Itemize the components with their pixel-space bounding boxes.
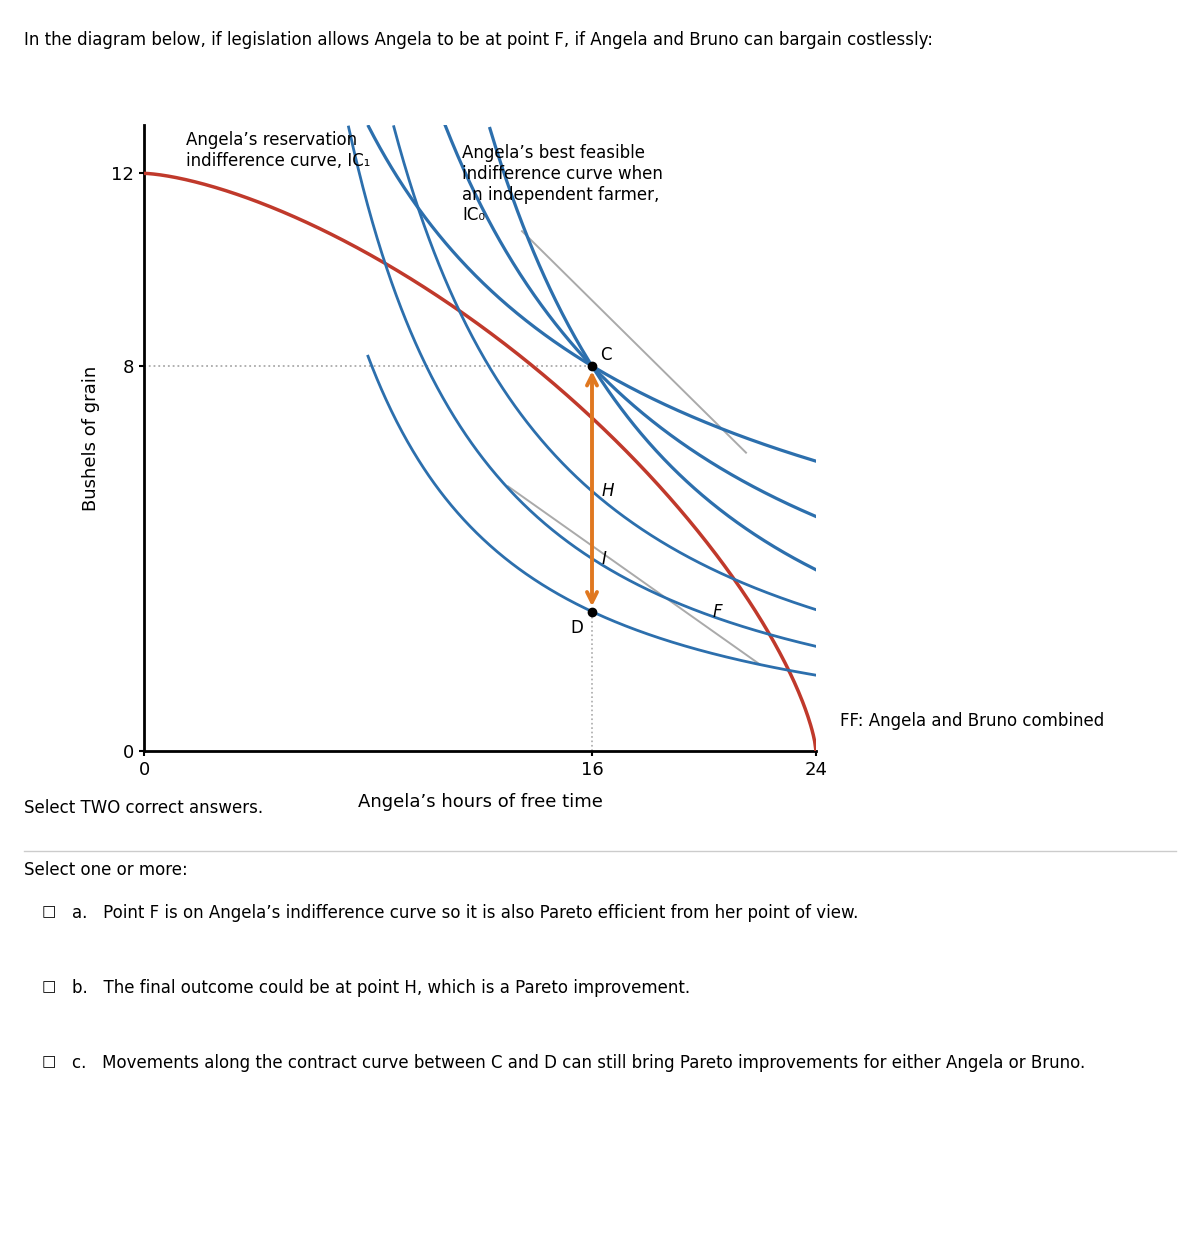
Text: □: □ — [42, 979, 56, 994]
Text: b.   The final outcome could be at point H, which is a Pareto improvement.: b. The final outcome could be at point H… — [72, 979, 690, 997]
Text: Select one or more:: Select one or more: — [24, 861, 187, 879]
Text: H: H — [602, 482, 614, 500]
Text: I: I — [602, 550, 607, 567]
Text: F: F — [713, 602, 722, 621]
Text: c.   Movements along the contract curve between C and D can still bring Pareto i: c. Movements along the contract curve be… — [72, 1054, 1085, 1072]
Text: C: C — [600, 346, 612, 363]
Y-axis label: Bushels of grain: Bushels of grain — [83, 366, 101, 511]
Text: Angela’s best feasible
indifference curve when
an independent farmer,
IC₀: Angela’s best feasible indifference curv… — [462, 144, 662, 224]
Text: □: □ — [42, 904, 56, 919]
X-axis label: Angela’s hours of free time: Angela’s hours of free time — [358, 793, 602, 811]
Text: FF: Angela and Bruno combined: FF: Angela and Bruno combined — [840, 712, 1104, 730]
Text: □: □ — [42, 1054, 56, 1069]
Text: Select TWO correct answers.: Select TWO correct answers. — [24, 799, 263, 816]
Text: Angela’s reservation
indifference curve, IC₁: Angela’s reservation indifference curve,… — [186, 131, 371, 170]
Text: a.   Point F is on Angela’s indifference curve so it is also Pareto efficient fr: a. Point F is on Angela’s indifference c… — [72, 904, 858, 921]
Text: In the diagram below, if legislation allows Angela to be at point F, if Angela a: In the diagram below, if legislation all… — [24, 31, 934, 49]
Text: D: D — [571, 618, 583, 637]
